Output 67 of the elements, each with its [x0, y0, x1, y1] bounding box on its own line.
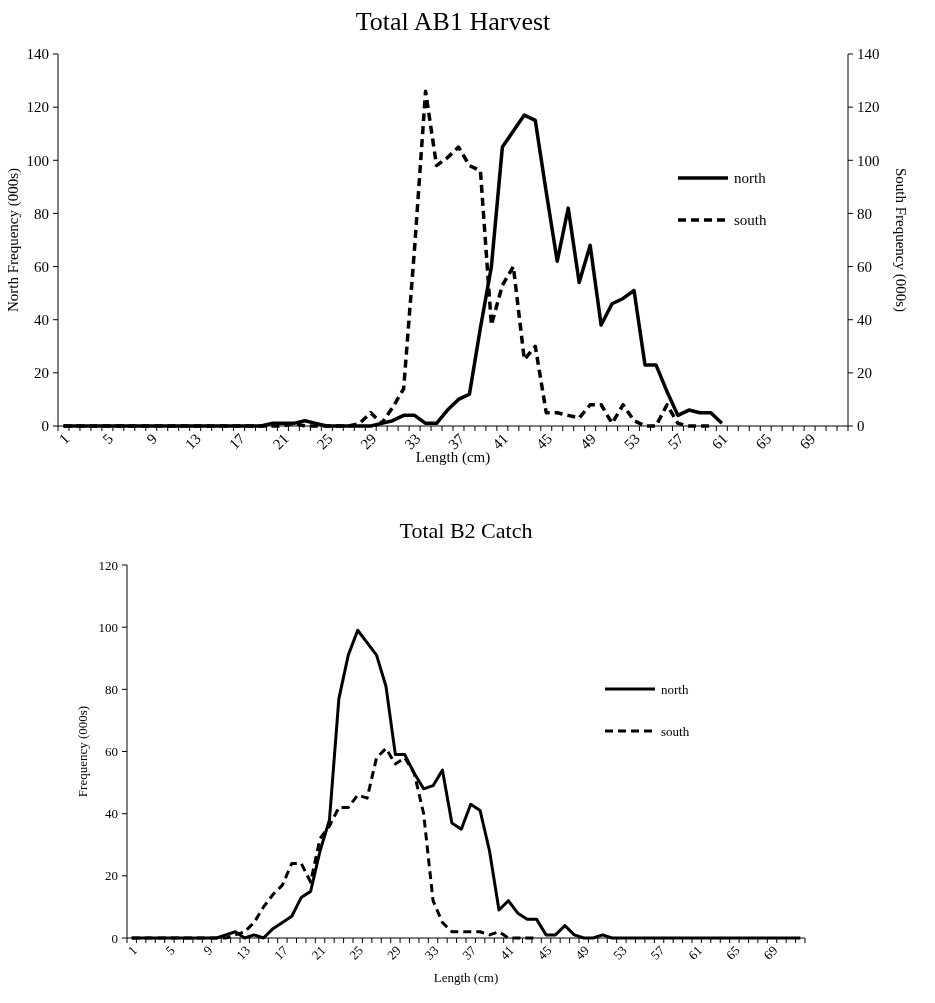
x-tick-label: 57: [647, 942, 668, 963]
x-tick-label: 13: [233, 942, 254, 963]
y-tick-label: 80: [34, 205, 49, 222]
y-tick-label: 60: [105, 744, 118, 760]
x-tick-label: 21: [308, 942, 329, 963]
chart-title: Total B2 Catch: [399, 518, 533, 543]
y2-tick-label: 80: [857, 205, 872, 222]
x-tick-label: 1: [55, 430, 73, 448]
y2-tick-label: 100: [857, 152, 880, 169]
x-axis-title: Length (cm): [433, 970, 499, 985]
x-tick-label: 9: [200, 942, 216, 958]
x-tick-label: 49: [577, 430, 599, 453]
x-tick-label: 13: [182, 430, 204, 453]
x-tick-label: 25: [346, 942, 367, 963]
y-tick-label: 60: [34, 258, 49, 275]
legend-label: north: [734, 170, 767, 187]
x-tick-label: 29: [357, 430, 380, 453]
y-tick-label: 20: [105, 868, 118, 884]
x-tick-label: 53: [620, 430, 643, 453]
legend-label: south: [661, 723, 690, 739]
y-axis-title: North Frequency (000s): [5, 167, 22, 313]
x-tick-label: 5: [162, 942, 178, 958]
x-tick-label: 61: [685, 942, 706, 963]
x-tick-label: 41: [496, 942, 517, 963]
x-tick-label: 17: [225, 430, 249, 453]
x-tick-label: 9: [143, 430, 161, 448]
y-tick-label: 0: [111, 930, 118, 946]
y-tick-label: 20: [34, 365, 49, 382]
y2-tick-label: 0: [857, 418, 865, 435]
x-tick-label: 61: [708, 430, 731, 453]
y-tick-label: 100: [26, 152, 49, 169]
y2-axis-title: South Frequency (000s): [892, 167, 909, 313]
x-tick-label: 5: [99, 430, 117, 448]
x-tick-label: 45: [534, 942, 555, 963]
y-axis-title: Frequency (000s): [75, 705, 90, 798]
x-tick-label: 65: [752, 430, 775, 453]
x-tick-label: 17: [270, 942, 292, 963]
x-tick-label: 29: [383, 942, 404, 963]
y2-tick-label: 20: [857, 365, 872, 382]
y-tick-label: 0: [41, 418, 49, 435]
x-tick-label: 37: [459, 942, 480, 963]
x-tick-label: 65: [722, 942, 743, 963]
y-tick-label: 120: [26, 99, 49, 116]
legend-label: south: [734, 212, 767, 229]
y-tick-label: 80: [105, 681, 118, 697]
x-tick-label: 69: [760, 942, 781, 963]
x-tick-label: 45: [533, 430, 556, 453]
x-tick-label: 41: [489, 430, 512, 453]
chart-title: Total AB1 Harvest: [355, 7, 552, 36]
legend-label: north: [661, 681, 689, 697]
y-tick-label: 40: [34, 311, 49, 328]
y-tick-label: 100: [98, 619, 118, 635]
x-tick-label: 21: [269, 430, 292, 453]
x-tick-label: 25: [313, 430, 336, 453]
y-tick-label: 120: [98, 557, 118, 573]
y-tick-label: 140: [26, 46, 49, 63]
x-tick-label: 1: [124, 942, 141, 958]
y2-tick-label: 40: [857, 311, 872, 328]
x-tick-label: 33: [421, 942, 442, 963]
y2-tick-label: 60: [857, 258, 872, 275]
x-tick-label: 69: [796, 430, 819, 453]
x-tick-label: 49: [572, 942, 593, 963]
x-tick-label: 53: [609, 942, 630, 963]
x-tick-label: 57: [664, 430, 688, 453]
y2-tick-label: 120: [857, 99, 880, 116]
y2-tick-label: 140: [857, 46, 880, 63]
y-tick-label: 40: [105, 806, 118, 822]
